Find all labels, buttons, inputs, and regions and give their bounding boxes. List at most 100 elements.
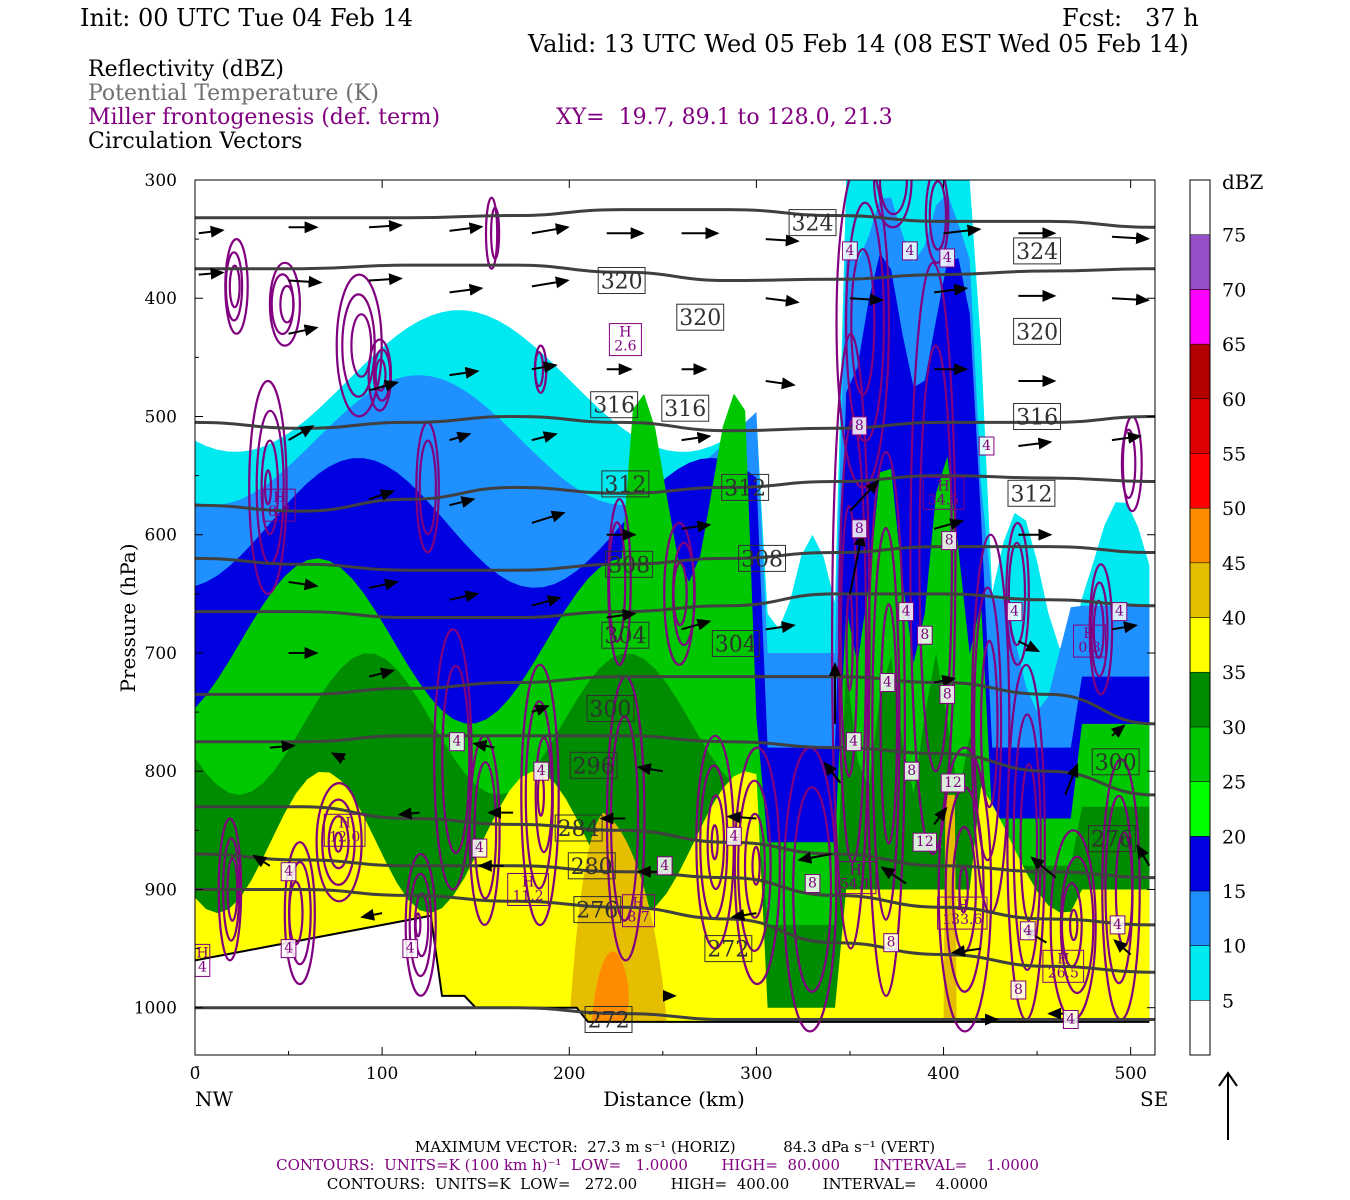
fronto-label-8-box [851,416,868,436]
fronto-label-8: 8 [808,876,817,892]
fronto-contour [473,761,498,900]
circulation-vector [849,293,884,306]
theta-label-box [676,303,725,331]
circulation-vector [472,740,495,752]
theta-label: 316 [593,394,635,419]
theta-label-box [1088,825,1136,853]
fronto-label-12: 12 [944,775,962,791]
fronto-label-4: 4 [660,858,669,874]
fronto-max-label: 12.0 [329,829,360,845]
circulation-vector [1136,844,1151,867]
theta-label-box [567,852,616,880]
fronto-label-4: 4 [902,604,911,620]
circulation-vector [1111,232,1150,245]
colorbar-segment [1189,289,1211,345]
theta-label: 308 [741,547,783,572]
circulation-vector [288,578,319,591]
colorbar-segment [1189,1000,1211,1056]
fronto-contour [333,831,343,853]
fronto-max-label-box [323,813,366,847]
circulation-vector [933,518,965,530]
theta-isentrope-276 [195,887,1155,974]
circulation-vector [606,609,637,622]
circulation-vector [531,361,558,374]
fronto-label-8-box [941,531,957,551]
y-tick-label: 900 [145,880,177,900]
fronto-label-4: 4 [284,941,293,957]
circulation-vector [848,531,866,595]
fronto-contour [979,639,999,809]
y-tick-label: 800 [145,762,177,782]
fronto-max-label: 34.5 [928,492,959,508]
theta-label-box [554,814,603,842]
fronto-label-8: 8 [855,418,864,434]
colorbar-frame [1189,179,1211,1056]
valid-time: Valid: 13 UTC Wed 05 Feb 14 (08 EST Wed … [528,30,1189,58]
fronto-label-4: 4 [729,828,738,844]
fronto-label-8: 8 [943,686,952,702]
circulation-vector [1111,431,1142,444]
x-tick-label: 200 [553,1064,585,1084]
circulation-vector [368,667,395,680]
colorbar-label: 45 [1222,553,1246,575]
circulation-vector [849,479,880,512]
circulation-vector [288,425,315,441]
circulation-vector [288,275,323,288]
colorbar-segment [1189,617,1211,673]
theta-label: 308 [608,553,650,578]
x-tick-label: 500 [1114,1064,1146,1084]
colorbar-label: 10 [1222,936,1246,958]
circulation-vector [269,740,296,753]
y-axis-label: Pressure (hPa) [116,544,140,693]
fronto-max-label: H [273,490,285,506]
theta-isentrope-304 [195,592,1155,619]
theta-label-box [788,209,837,237]
fronto-contour [263,469,273,506]
circulation-vector [198,225,225,238]
fronto-contour [534,736,554,854]
circulation-vector [449,366,480,379]
fronto-label-4: 4 [1113,917,1122,933]
colorbar-label: 15 [1222,881,1246,903]
circulation-vector [933,806,948,826]
circulation-vector [765,621,796,633]
colorbar-segment [1189,945,1211,1001]
fronto-max-label: H [196,945,208,961]
fronto-max-label: 0.3 [1078,640,1100,656]
colorbar-label: 60 [1222,389,1246,411]
circulation-vectors [198,220,1151,1026]
colorbar-segment [1189,671,1211,728]
circulation-vector [449,590,480,603]
fronto-label-12: 12 [916,834,934,850]
theta-label: 320 [1016,320,1058,345]
fronto-label-4: 4 [406,941,415,957]
fronto-contour [270,273,295,336]
fronto-contour [372,348,392,402]
circulation-vector [449,431,472,444]
fronto-label-8-box [939,684,956,704]
y-tick-label: 300 [145,171,177,191]
theta-label-box [1013,403,1061,430]
fronto-contour [871,527,901,921]
fronto-label-4-box [471,838,488,858]
colorbar: 5 10 15 20 25 30 35 40 45 50 55 60 65 70 75 [1189,179,1246,1056]
theta-label: 324 [1016,240,1058,265]
theta-label: 312 [604,473,646,498]
theta-label-box [569,751,618,779]
colorbar-segment [1189,781,1211,837]
fronto-max-label: H [619,325,631,341]
fronto-contour [228,264,241,309]
field-theta: Potential Temperature (K) [88,81,379,106]
theta-label-box [586,695,635,722]
y-tick-label: 1000 [134,999,177,1019]
colorbar-label: 40 [1222,608,1246,630]
colorbar-segment [1189,726,1211,782]
fronto-max-label-box [262,488,296,522]
colorbar-label: 5 [1222,990,1234,1012]
fronto-label-8: 8 [945,533,954,549]
fronto-label-4-box [1019,921,1036,941]
fronto-max-label: H [1057,951,1069,967]
circulation-vector [288,324,319,337]
circulation-vector [1018,437,1053,450]
